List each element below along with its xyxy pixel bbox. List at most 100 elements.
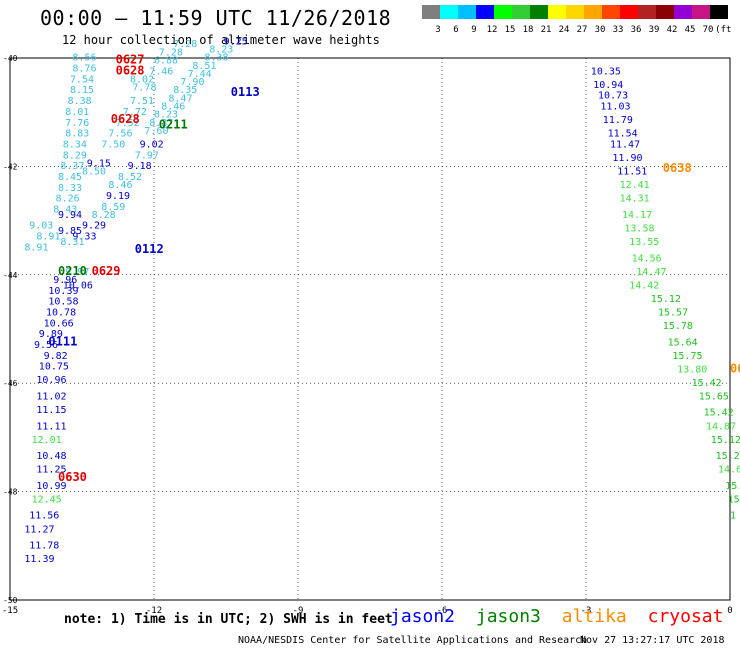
colorbar-swatch xyxy=(638,5,656,19)
colorbar-label: 39 xyxy=(649,25,660,35)
wave-height-value: 8.59 xyxy=(101,202,125,213)
wave-height-value: 8.23 xyxy=(154,110,178,121)
wave-height-value: 15.42 xyxy=(692,378,722,389)
wave-height-value: 8.31 xyxy=(60,237,84,248)
wave-height-value: 9.15 xyxy=(87,158,111,169)
wave-height-value: 15. xyxy=(725,481,740,492)
wave-height-value: 14.6 xyxy=(718,465,740,476)
wave-height-value: 8.34 xyxy=(63,139,87,150)
wave-height-value: 11.15 xyxy=(36,405,66,416)
wave-height-value: 12.45 xyxy=(32,494,62,505)
wave-height-value: 15.75 xyxy=(672,351,702,362)
wave-height-value: 11.39 xyxy=(24,554,54,565)
colorbar-label: 21 xyxy=(541,25,552,35)
wave-height-value: 8.23 xyxy=(209,45,233,56)
wave-height-value: 9.18 xyxy=(128,161,152,172)
wave-height-value: 10.78 xyxy=(46,307,76,318)
colorbar-swatch xyxy=(656,5,674,19)
wave-height-value: 8.38 xyxy=(204,53,228,64)
wave-height-value: 11.79 xyxy=(603,115,633,126)
legend-jason2: jason2 xyxy=(390,606,456,627)
wave-height-value: 15.12 xyxy=(651,294,681,305)
legend-jason3: jason3 xyxy=(475,606,541,627)
colorbar-label: 36 xyxy=(631,25,642,35)
wave-height-value: 14.56 xyxy=(632,253,662,264)
colorbar-label: 15 xyxy=(505,25,516,35)
wave-height-value: 10.96 xyxy=(36,375,66,386)
wave-height-value: 11.51 xyxy=(617,167,647,178)
colorbar-swatch xyxy=(602,5,620,19)
y-tick-label: -46 xyxy=(3,379,18,388)
wave-height-value: 14.87 xyxy=(706,421,736,432)
colorbar-swatch xyxy=(458,5,476,19)
wave-height-value: 8.01 xyxy=(65,107,89,118)
wave-height-value: 9.94 xyxy=(58,210,82,221)
wave-height-value: 6.88 xyxy=(154,55,178,66)
colorbar-swatch xyxy=(476,5,494,19)
colorbar-swatch xyxy=(566,5,584,19)
wave-height-value: 8.02 xyxy=(130,74,154,85)
wave-height-value: 11.03 xyxy=(600,101,630,112)
wave-height-value: 10.99 xyxy=(36,481,66,492)
wave-height-value: 10.39 xyxy=(48,286,78,297)
colorbar-swatch xyxy=(674,5,692,19)
wave-height-value: 7.54 xyxy=(70,74,94,85)
wave-height-value: 10.48 xyxy=(36,451,66,462)
wave-height-value: 7.56 xyxy=(108,129,132,140)
wave-height-value: 7.76 xyxy=(65,118,89,129)
colorbar-label: 18 xyxy=(523,25,534,35)
satellite-legend: jason2 jason3 altika cryosat s3a xyxy=(390,606,740,627)
colorbar-swatch xyxy=(584,5,602,19)
wave-height-value: 8.15 xyxy=(70,85,94,96)
x-tick-label: -9 xyxy=(293,606,304,616)
wave-height-value: 14.17 xyxy=(622,210,652,221)
wave-height-value: 8.45 xyxy=(58,172,82,183)
wave-height-value: 13.80 xyxy=(677,364,707,375)
wave-height-value: 7.28 xyxy=(173,39,197,50)
wave-height-value: 8.29 xyxy=(63,150,87,161)
y-tick-label: -48 xyxy=(3,488,18,497)
colorbar-swatch xyxy=(494,5,512,19)
wave-height-value: 8.50 xyxy=(82,167,106,178)
wave-height-value: 8.46 xyxy=(161,101,185,112)
colorbar-label: 33 xyxy=(613,25,624,35)
wave-height-value: 10.94 xyxy=(593,80,623,91)
x-tick-label: 0 xyxy=(727,606,732,616)
footer-timestamp: Nov 27 13:27:17 UTC 2018 xyxy=(580,635,725,646)
x-tick-label: -15 xyxy=(2,606,18,616)
wave-height-value: 12.41 xyxy=(620,180,650,191)
x-tick-label: -3 xyxy=(581,606,592,616)
wave-height-value: 15 xyxy=(728,494,740,505)
wave-height-value: 7.90 xyxy=(180,77,204,88)
wave-height-value: 8.37 xyxy=(60,161,84,172)
colorbar-label: 24 xyxy=(559,25,570,35)
wave-height-value: 7.44 xyxy=(188,69,212,80)
y-tick-label: -50 xyxy=(3,596,18,605)
wave-height-value: 7.28 xyxy=(159,47,183,58)
colorbar-swatch xyxy=(422,5,440,19)
wave-height-value: 9.29 xyxy=(82,221,106,232)
wave-height-value: 9.82 xyxy=(44,351,68,362)
wave-height-value: 11.78 xyxy=(29,541,59,552)
wave-height-value: 8.37 xyxy=(149,118,173,129)
wave-height-value: 8.28 xyxy=(92,210,116,221)
y-tick-label: -40 xyxy=(3,54,18,63)
colorbar-label: (ft) xyxy=(715,25,732,35)
colorbar-label: 3 xyxy=(435,25,440,35)
wave-height-value: 13.55 xyxy=(629,237,659,248)
track-time-label: 0630 xyxy=(58,470,87,484)
wave-height-value: 10.66 xyxy=(44,318,74,329)
colorbar-label: 45 xyxy=(685,25,696,35)
track-time-label: 0627 xyxy=(116,52,145,66)
wave-height-value: 11.90 xyxy=(612,153,642,164)
colorbar-swatch xyxy=(530,5,548,19)
wave-height-value: 15.64 xyxy=(668,337,698,348)
plot-note: note: 1) Time is in UTC; 2) SWH is in fe… xyxy=(64,612,393,627)
wave-height-value: 10.06 xyxy=(63,280,93,291)
footer-credit: NOAA/NESDIS Center for Satellite Applica… xyxy=(238,635,588,646)
wave-height-value: 9.56 xyxy=(34,340,58,351)
wave-height-value: 9.97 xyxy=(65,267,89,278)
wave-height-value: 9.85 xyxy=(58,226,82,237)
track-time-label: 0628 xyxy=(111,112,140,126)
